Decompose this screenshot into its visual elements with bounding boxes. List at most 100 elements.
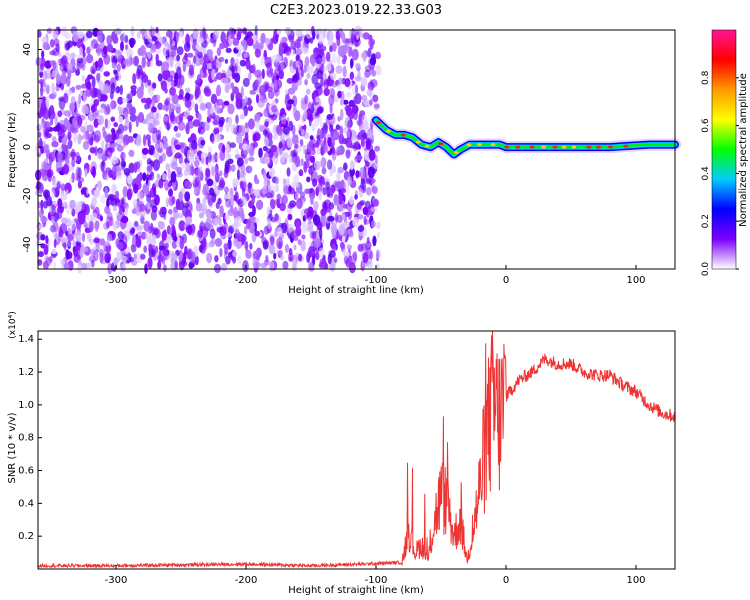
spectrogram-noise-cell	[76, 113, 81, 123]
spectrogram-noise-cell	[206, 252, 213, 264]
spectrogram-noise-cell	[236, 200, 243, 205]
spectrogram-noise-cell	[345, 149, 351, 159]
spectrogram-noise-cell	[38, 131, 42, 138]
spectrogram-noise-cell	[161, 104, 166, 111]
snr-x-tick-label: 0	[503, 575, 509, 586]
spectrogram-noise-cell	[48, 27, 53, 35]
spectrogram-noise-cell	[148, 226, 153, 234]
spectrogram-noise-cell	[127, 136, 134, 143]
spectrogram-noise-cell	[176, 46, 184, 56]
spectrogram-noise-cell	[156, 94, 161, 102]
spectrogram-noise-cell	[163, 116, 169, 122]
spectrogram-noise-cell	[201, 155, 206, 166]
spectrogram-noise-cell	[116, 63, 121, 72]
spectrogram-noise-cell	[315, 96, 320, 103]
spectrogram-noise-cell	[304, 151, 312, 161]
spectrogram-noise-cell	[93, 98, 100, 107]
spectrogram-noise-cell	[225, 153, 232, 161]
spectrogram-frame	[37, 29, 676, 270]
spectrogram-noise-cell	[232, 256, 237, 264]
spectrogram-noise-cell	[169, 70, 176, 79]
spectrogram-noise-cell	[238, 142, 243, 150]
spectrogram-noise-cell	[311, 61, 316, 67]
spectrogram-noise-cell	[74, 230, 81, 236]
spectrogram-noise-cell	[51, 82, 55, 94]
spectrogram-noise-cell	[294, 155, 301, 168]
spectrogram-noise-cell	[99, 215, 104, 222]
spectrogram-noise-cell	[214, 237, 223, 247]
spectrogram-noise-cell	[263, 225, 270, 235]
spectrogram-noise-cell	[279, 61, 287, 70]
spectrogram-noise-cell	[122, 59, 130, 66]
spectrogram-noise-cell	[232, 206, 238, 218]
spectrogram-noise-cell	[291, 95, 298, 107]
spectrogram-noise-cell	[133, 253, 137, 260]
snr-series-line	[37, 330, 675, 569]
spectrogram-noise-cell	[209, 106, 218, 116]
spectrogram-noise-cell	[105, 142, 109, 150]
spectrogram-noise-cell	[317, 183, 323, 194]
spectrogram-noise-cell	[254, 230, 260, 237]
spectrogram-noise-cell	[73, 131, 78, 143]
spectrogram-noise-cell	[86, 233, 92, 242]
spectrogram-noise-cell	[151, 35, 157, 42]
spectrogram-noise-cell	[84, 204, 90, 216]
spectrogram-noise-cell	[151, 29, 155, 35]
spectrogram-noise-cell	[213, 127, 220, 136]
spectrogram-noise-cell	[195, 44, 200, 50]
spectrogram-noise-cell	[361, 119, 369, 132]
spectrogram-noise-cell	[255, 120, 261, 130]
spectrogram-noise-cell	[321, 156, 325, 169]
spectrogram-noise-cell	[216, 98, 224, 106]
spectrogram-noise-cell	[371, 186, 378, 194]
spectrogram-noise-cell	[240, 180, 244, 190]
spectrogram-noise-cell	[318, 190, 323, 201]
spectrogram-noise-cell	[323, 28, 327, 34]
spectrogram-noise-cell	[60, 83, 65, 91]
spectrogram-noise-cell	[43, 164, 51, 171]
spectrogram-noise-cell	[279, 202, 286, 212]
spectrogram-noise-cell	[112, 184, 117, 192]
spectrogram-noise-cell	[355, 169, 360, 179]
spectrogram-noise-cell	[123, 168, 131, 176]
spectrogram-noise-cell	[282, 260, 289, 270]
spectrogram-noise-cell	[142, 134, 147, 146]
spectrogram-noise-cell	[137, 112, 145, 123]
spectrogram-noise-cell	[358, 187, 364, 198]
spectrogram-noise-cell	[79, 62, 85, 69]
spectrogram-noise-cell	[242, 77, 250, 87]
spectrogram-noise-cell	[70, 96, 76, 105]
spectrogram-noise-cell	[223, 100, 230, 106]
spectrogram-noise-cell	[175, 132, 181, 138]
spectrogram-noise-cell	[80, 125, 86, 133]
spectrogram-noise-cell	[190, 251, 196, 264]
spectrogram-noise-cell	[275, 33, 279, 43]
spectrogram-peak-cell	[490, 143, 496, 147]
snr-x-tick-label: -100	[365, 575, 388, 586]
spectrogram-noise-cell	[316, 147, 321, 155]
spectrogram-noise-cell	[375, 64, 382, 76]
spectrogram-noise-cell	[111, 129, 116, 141]
spectrogram-noise-cell	[190, 36, 193, 47]
spectrogram-noise-cell	[346, 251, 350, 257]
spectrogram-noise-cell	[166, 234, 173, 244]
spectrogram-noise-cell	[71, 157, 76, 168]
spectrogram-noise-cell	[193, 160, 200, 168]
spectrogram-noise-cell	[104, 187, 109, 199]
spectrogram-noise-cell	[132, 73, 137, 85]
spectrogram-x-tick-label: -300	[105, 275, 128, 286]
spectrogram-noise-cell	[169, 86, 177, 96]
spectrogram-noise-cell	[272, 134, 279, 140]
spectrogram-noise-cell	[265, 37, 271, 45]
spectrogram-noise-cell	[127, 187, 133, 199]
spectrogram-noise-cell	[267, 218, 272, 229]
spectrogram-noise-cell	[337, 116, 341, 122]
spectrogram-noise-cell	[305, 88, 311, 95]
spectrogram-peak-cell	[424, 144, 430, 148]
spectrogram-cells	[35, 24, 681, 275]
colorbar: 0.0 0.2 0.4 0.6 0.8 Normalized spectral ampl…	[701, 29, 749, 276]
spectrogram-noise-cell	[55, 85, 60, 92]
spectrogram-noise-cell	[43, 200, 48, 209]
spectrogram-noise-cell	[193, 55, 197, 64]
spectrogram-noise-cell	[305, 28, 312, 40]
